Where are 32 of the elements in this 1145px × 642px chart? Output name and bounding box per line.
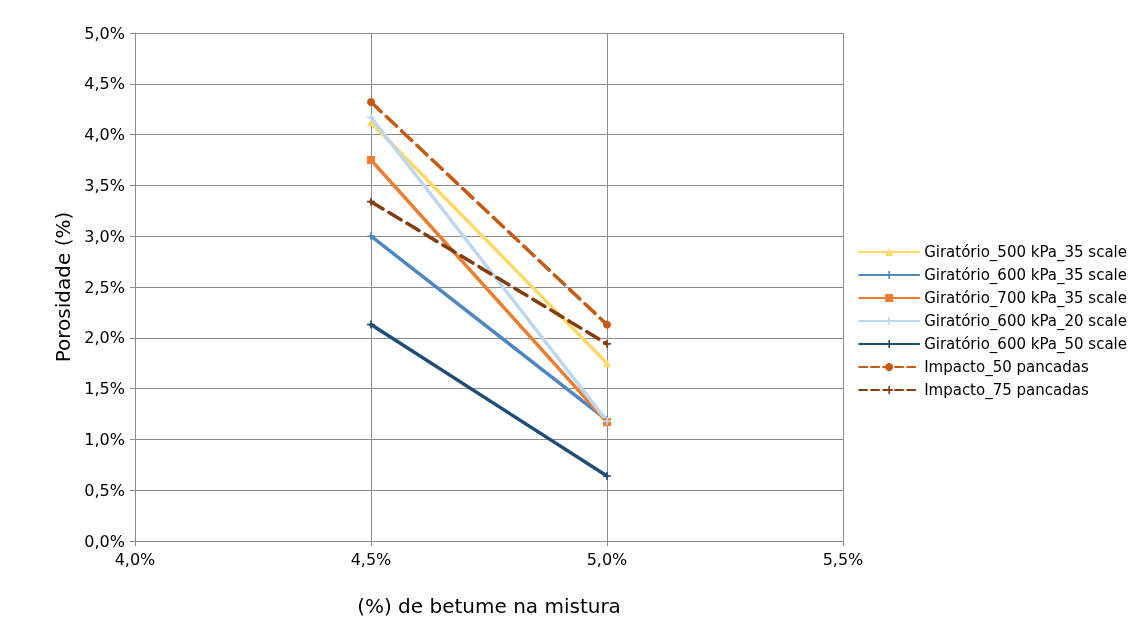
legend-label: Giratório_600 kPa_35 scale	[924, 266, 1127, 285]
y-tick-label: 5,0%	[84, 23, 125, 43]
legend-label: Impacto_75 pancadas	[924, 381, 1089, 400]
x-tick-label: 5,5%	[822, 549, 864, 569]
y-tick-label: 2,0%	[84, 328, 125, 348]
y-tick-label: 4,5%	[84, 74, 125, 94]
y-tick-label: 1,5%	[84, 379, 125, 399]
point	[367, 232, 375, 241]
point	[367, 197, 375, 206]
y-axis-title: Porosidade (%)	[51, 211, 76, 363]
legend-label: Giratório_700 kPa_35 scale	[924, 289, 1127, 308]
x-tick-label: 4,5%	[350, 549, 392, 569]
legend-label: Giratório_500 kPa_35 scale	[924, 243, 1127, 262]
point	[367, 98, 375, 107]
legend-label: Giratório_600 kPa_50 scale	[924, 335, 1127, 354]
y-tick-label: 0,5%	[84, 480, 125, 500]
y-tick-label: 2,5%	[84, 277, 125, 297]
y-tick-label: 4,0%	[84, 125, 125, 145]
point	[367, 156, 375, 164]
x-tick-label: 5,0%	[586, 549, 628, 569]
point	[367, 320, 375, 329]
legend-label: Giratório_600 kPa_20 scale	[924, 312, 1127, 331]
x-tick-label: 4,0%	[114, 549, 156, 569]
y-tick-label: 3,5%	[84, 175, 125, 195]
x-axis-title: (%) de betume na mistura	[357, 594, 621, 618]
y-tick-label: 3,0%	[84, 226, 125, 246]
point	[603, 320, 611, 329]
y-tick-label: 0,0%	[84, 531, 125, 551]
y-tick-label: 1,0%	[84, 429, 125, 449]
legend-label: Impacto_50 pancadas	[924, 358, 1089, 377]
point	[603, 339, 611, 348]
point	[603, 471, 611, 480]
